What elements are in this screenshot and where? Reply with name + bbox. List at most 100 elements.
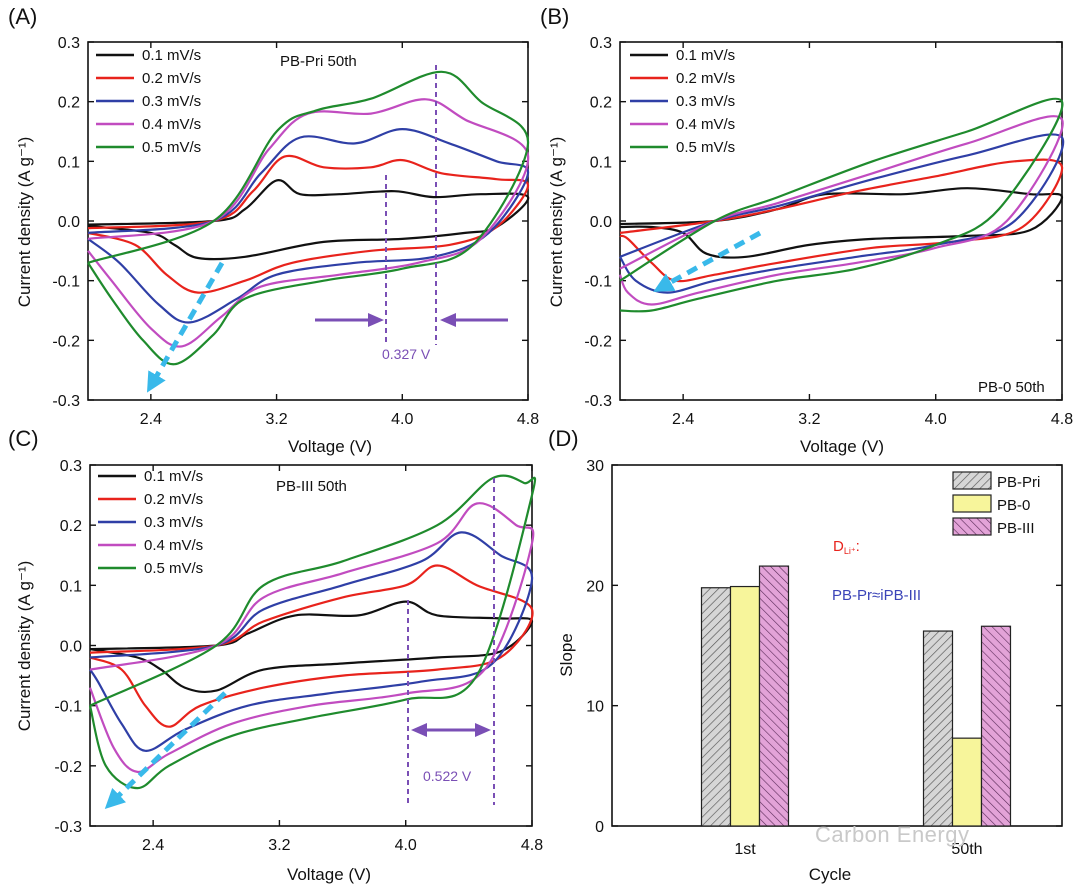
panel-c: (C) 2.4 3.2 4.0 4.8 0.3 0.2 0.1 0.0 -0.1 -0.2 -0.3… xyxy=(8,426,543,884)
x-tick-label: 4.8 xyxy=(521,837,543,854)
y-tick-label: -0.2 xyxy=(54,759,82,776)
y-tick-label: 10 xyxy=(586,699,604,716)
x-tick-label: 2.4 xyxy=(672,411,694,428)
watermark: Carbon Energy xyxy=(815,822,970,847)
y-tick-label: -0.3 xyxy=(54,819,82,836)
x-tick-label: 4.0 xyxy=(391,411,413,428)
panel-label-d: (D) xyxy=(548,426,579,451)
diffusion-note-d: D xyxy=(833,538,844,555)
y-tick-label: 30 xyxy=(586,458,604,475)
panel-b-legend: 0.1 mV/s 0.2 mV/s 0.3 mV/s 0.4 mV/s 0.5 mV/s xyxy=(630,47,735,156)
cv-curve-02 xyxy=(619,158,1064,283)
panel-b-xlabel: Voltage (V) xyxy=(800,437,884,456)
panel-a-ylabel: Current density (A g⁻¹) xyxy=(15,137,34,308)
legend-label: 0.2 mV/s xyxy=(142,70,201,87)
double-arrow-head-right xyxy=(475,723,491,737)
x-tick-label: 3.2 xyxy=(265,411,287,428)
panel-d: (D) 0 10 20 30 1st 50th PB-Pri PB-0 PB-III Cycl… xyxy=(548,426,1063,884)
x-tick-label: 3.2 xyxy=(268,837,290,854)
bar-pb-0-50th xyxy=(951,737,983,827)
panel-a-xlabel: Voltage (V) xyxy=(288,437,372,456)
panel-b-ylabel: Current density (A g⁻¹) xyxy=(547,137,566,308)
cv-curve-05 xyxy=(87,70,530,366)
panel-c-xlabel: Voltage (V) xyxy=(287,865,371,884)
arrow-left-head xyxy=(368,313,384,327)
x-tick-label: 2.4 xyxy=(140,411,162,428)
y-tick-label: -0.2 xyxy=(52,333,80,350)
y-tick-label: 0.2 xyxy=(58,95,80,112)
y-tick-label: 0.0 xyxy=(590,214,612,231)
y-tick-label: -0.1 xyxy=(52,274,80,291)
legend-swatch xyxy=(952,517,992,536)
legend-label: 0.2 mV/s xyxy=(144,491,203,508)
y-tick-label: 0.1 xyxy=(60,578,82,595)
panel-d-bars xyxy=(700,565,1012,827)
y-tick-label: -0.3 xyxy=(52,393,80,410)
y-tick-label: -0.3 xyxy=(584,393,612,410)
cv-curve-01 xyxy=(619,187,1064,259)
panel-a-legend: 0.1 mV/s 0.2 mV/s 0.3 mV/s 0.4 mV/s 0.5 mV/s xyxy=(96,47,201,156)
cv-curve-01 xyxy=(87,179,530,261)
bar-pb-pri-1st xyxy=(700,587,732,827)
y-tick-label: 20 xyxy=(586,578,604,595)
cv-curve-03 xyxy=(619,133,1065,294)
bar-pb-iii-1st xyxy=(758,565,790,827)
cv-curve-03 xyxy=(89,531,534,752)
y-tick-label: 0.1 xyxy=(58,154,80,171)
x-tick-label: 4.8 xyxy=(517,411,539,428)
x-tick-label: 50th xyxy=(951,841,982,858)
panel-label-b: (B) xyxy=(540,4,569,29)
legend-label: 0.3 mV/s xyxy=(142,93,201,110)
y-tick-label: 0.3 xyxy=(58,35,80,52)
diffusion-note-sub: Li⁺ xyxy=(844,546,856,556)
x-tick-label: 3.2 xyxy=(798,411,820,428)
panel-a-title: PB-Pri 50th xyxy=(280,53,357,70)
peak-separation-label-a: 0.327 V xyxy=(382,346,431,362)
y-tick-label: 0.1 xyxy=(590,154,612,171)
diffusion-note: DLi⁺: xyxy=(833,538,860,556)
panel-label-c: (C) xyxy=(8,426,39,451)
panel-d-legend: PB-Pri PB-0 PB-III xyxy=(952,471,1040,537)
legend-label: 0.2 mV/s xyxy=(676,70,735,87)
cv-curve-05 xyxy=(619,97,1064,313)
panel-c-axes: 2.4 3.2 4.0 4.8 0.3 0.2 0.1 0.0 -0.1 -0.2 -0.3 xyxy=(54,458,543,854)
double-arrow-head-left xyxy=(411,723,427,737)
legend-swatch xyxy=(952,494,992,513)
y-tick-label: 0 xyxy=(595,819,604,836)
cv-curve-03 xyxy=(87,128,530,324)
panel-d-ylabel: Slope xyxy=(557,633,576,676)
panel-d-xlabel: Cycle xyxy=(809,865,852,884)
legend-label: PB-Pri xyxy=(997,474,1040,491)
x-tick-label: 4.8 xyxy=(1051,411,1073,428)
legend-label: PB-III xyxy=(997,520,1035,537)
panel-a-peak-separation: 0.327 V xyxy=(315,65,508,362)
y-tick-label: 0.2 xyxy=(60,518,82,535)
legend-label: 0.4 mV/s xyxy=(144,537,203,554)
plot-frame xyxy=(611,464,1063,827)
panel-d-axes: 0 10 20 30 1st 50th xyxy=(586,458,1063,858)
legend-label: 0.4 mV/s xyxy=(142,116,201,133)
relation-note: PB-Pr≈iPB-III xyxy=(832,587,921,604)
panel-a: (A) 2.4 3.2 4.0 4.8 0.3 0.2 0.1 0.0 -0.1 -0.2 -0.3… xyxy=(8,4,539,456)
x-tick-label: 4.0 xyxy=(395,837,417,854)
panel-b-title: PB-0 50th xyxy=(978,379,1045,396)
y-tick-label: -0.1 xyxy=(54,699,82,716)
panel-c-title: PB-III 50th xyxy=(276,478,347,495)
panel-c-ylabel: Current density (A g⁻¹) xyxy=(15,561,34,732)
x-tick-label: 2.4 xyxy=(142,837,164,854)
cv-curve-04 xyxy=(88,502,535,774)
cv-curve-04 xyxy=(618,115,1064,306)
cv-curve-05 xyxy=(88,474,537,790)
panel-a-axes: 2.4 3.2 4.0 4.8 0.3 0.2 0.1 0.0 -0.1 -0.2 -0.3 xyxy=(52,35,539,428)
panel-c-legend: 0.1 mV/s 0.2 mV/s 0.3 mV/s 0.4 mV/s 0.5 mV/s xyxy=(98,468,203,577)
cv-curve-02 xyxy=(89,564,534,728)
y-tick-label: 0.0 xyxy=(60,639,82,656)
panel-label-a: (A) xyxy=(8,4,37,29)
panel-b-shift-arrow xyxy=(653,230,762,292)
legend-swatch xyxy=(952,471,992,490)
panel-b: (B) 2.4 3.2 4.0 4.8 0.3 0.2 0.1 0.0 -0.1 -0.2 -0.3… xyxy=(540,4,1073,456)
bar-pb-pri-50th xyxy=(922,630,954,827)
legend-label: 0.5 mV/s xyxy=(676,139,735,156)
y-tick-label: 0.3 xyxy=(60,458,82,475)
